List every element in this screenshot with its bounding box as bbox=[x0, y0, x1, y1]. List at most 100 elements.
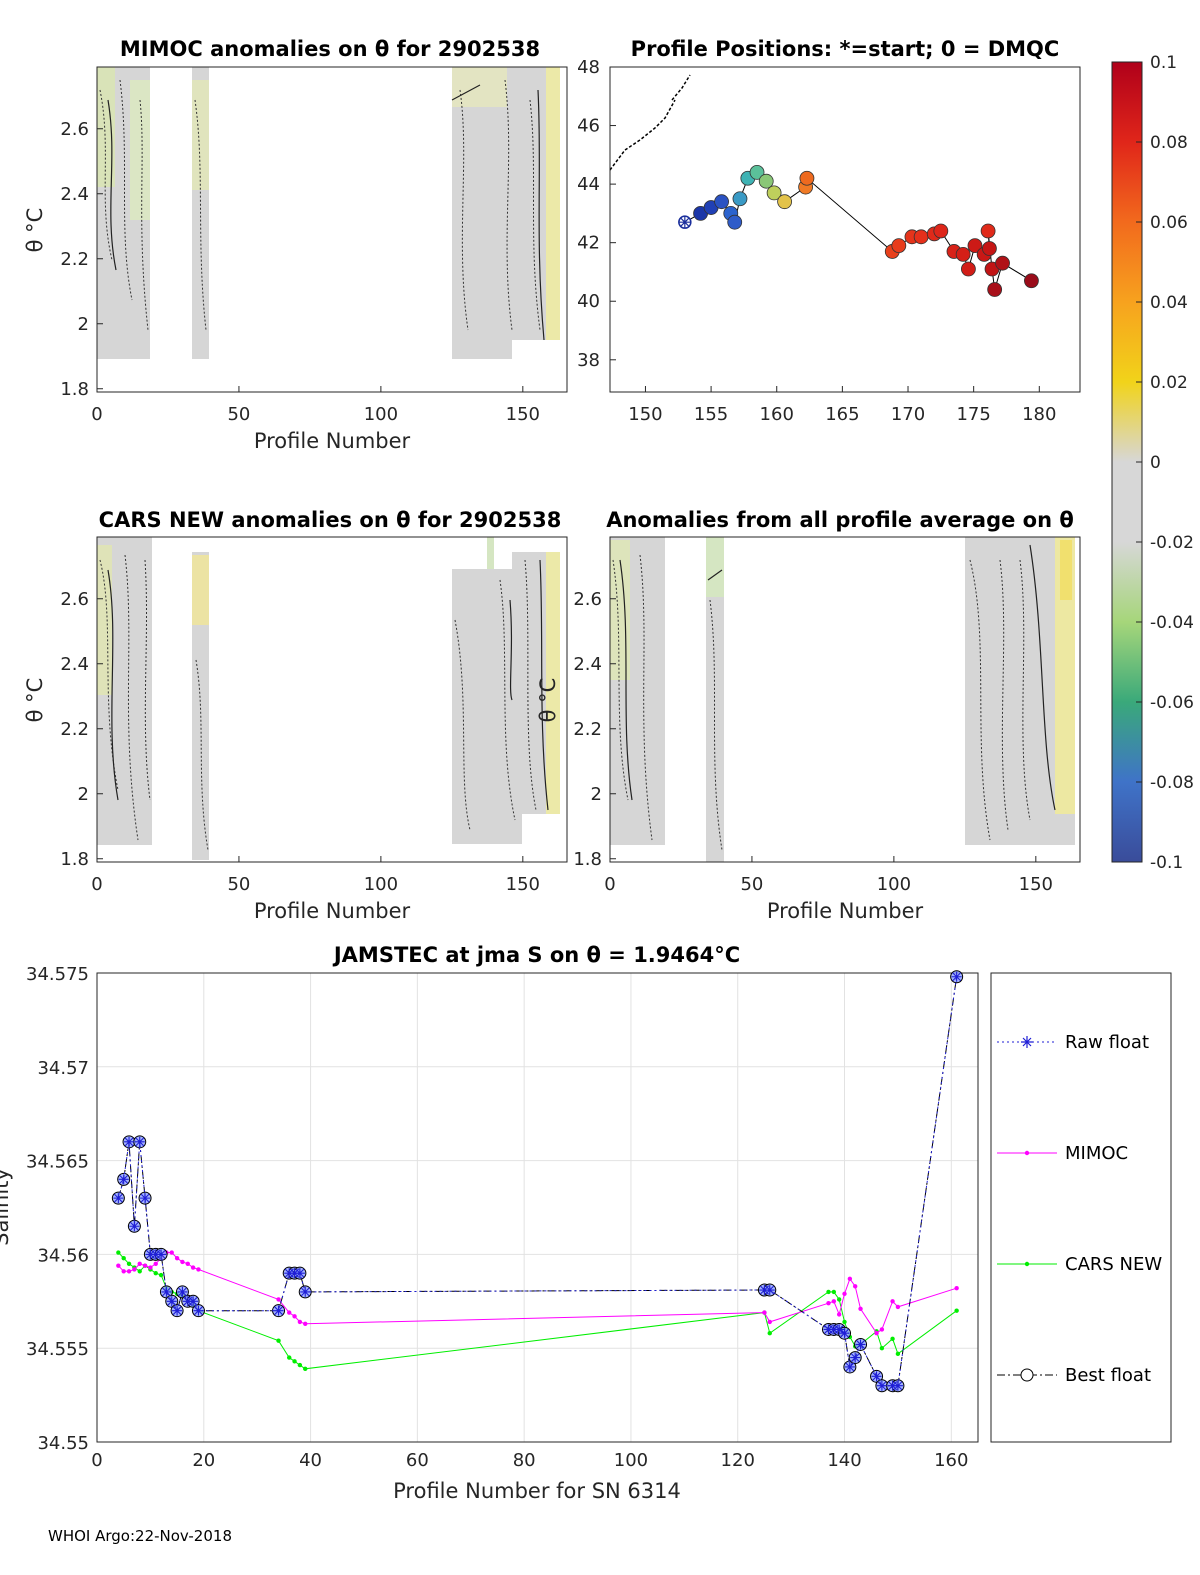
data-point bbox=[855, 1339, 866, 1350]
profile-position-marker bbox=[758, 173, 774, 189]
y-tick-label: 2.6 bbox=[573, 589, 602, 610]
y-tick-label: 42 bbox=[577, 233, 600, 254]
profile-position-marker bbox=[955, 246, 971, 262]
x-tick-label: 20 bbox=[192, 1450, 215, 1471]
data-point bbox=[879, 1346, 885, 1351]
legend-item-mimoc: MIMOC bbox=[997, 1143, 1128, 1164]
x-tick-label: 50 bbox=[227, 874, 250, 895]
profile-position-marker bbox=[933, 223, 949, 239]
x-tick-label: 100 bbox=[364, 874, 398, 895]
x-tick-label: 150 bbox=[628, 404, 662, 425]
data-point bbox=[297, 1362, 303, 1368]
y-tick-label: 34.555 bbox=[26, 1339, 89, 1360]
cars-xlabel: Profile Number bbox=[254, 899, 411, 923]
y-tick-label: 2.4 bbox=[573, 654, 602, 675]
chart-ylabel: Salinity bbox=[0, 1168, 13, 1246]
data-point bbox=[124, 1136, 135, 1147]
profile-position-marker bbox=[777, 194, 793, 210]
data-point bbox=[871, 1371, 882, 1382]
profile-position-marker bbox=[749, 165, 765, 180]
x-tick-label: 180 bbox=[1022, 404, 1056, 425]
data-point bbox=[153, 1270, 158, 1276]
y-tick-label: 2 bbox=[78, 314, 89, 335]
x-tick-label: 50 bbox=[227, 404, 250, 425]
data-point bbox=[759, 1285, 770, 1296]
data-point bbox=[145, 1249, 156, 1260]
data-point bbox=[132, 1267, 137, 1272]
legend-item-best-float: Best float bbox=[997, 1365, 1151, 1386]
y-tick-label: 46 bbox=[577, 116, 600, 137]
legend-label: CARS NEW bbox=[1065, 1254, 1162, 1275]
allprof-title: Anomalies from all profile average on θ bbox=[606, 508, 1074, 532]
y-tick-label: 48 bbox=[577, 57, 600, 78]
legend-marker bbox=[1024, 1261, 1030, 1267]
y-tick-label: 2.4 bbox=[60, 654, 89, 675]
data-point bbox=[876, 1380, 887, 1391]
data-point bbox=[116, 1263, 121, 1268]
allprof-field bbox=[610, 537, 1075, 862]
colorbar-tick-label: -0.02 bbox=[1150, 533, 1194, 553]
data-point bbox=[764, 1285, 775, 1296]
mimoc-axes: 0 50 100 150 2.6 2.4 2.2 2 1.8 bbox=[60, 119, 540, 425]
x-tick-label: 0 bbox=[604, 874, 615, 895]
x-tick-label: 0 bbox=[91, 874, 102, 895]
data-point bbox=[300, 1286, 311, 1297]
y-tick-label: 38 bbox=[577, 350, 600, 371]
data-point bbox=[892, 1380, 903, 1391]
profile-position-marker bbox=[987, 282, 1003, 297]
data-point bbox=[174, 1255, 180, 1261]
profile-position-marker bbox=[727, 214, 743, 230]
x-tick-label: 150 bbox=[506, 874, 540, 895]
legend-label: Best float bbox=[1065, 1365, 1151, 1386]
start-star bbox=[678, 216, 691, 229]
data-point bbox=[121, 1255, 126, 1261]
y-tick-label: 34.565 bbox=[26, 1152, 89, 1173]
data-point bbox=[113, 1193, 124, 1204]
data-point bbox=[879, 1327, 885, 1332]
data-point bbox=[137, 1261, 142, 1266]
data-point bbox=[895, 1304, 901, 1310]
data-point bbox=[303, 1321, 308, 1327]
data-point bbox=[276, 1297, 281, 1302]
data-point bbox=[140, 1193, 151, 1204]
positions-axes: 150 155 160 165 170 175 180 48 46 44 42 40 38 bbox=[577, 57, 1056, 425]
x-tick-label: 100 bbox=[364, 404, 398, 425]
x-tick-label: 150 bbox=[506, 404, 540, 425]
data-point bbox=[836, 1312, 842, 1317]
profile-position-marker bbox=[714, 194, 729, 210]
data-point bbox=[287, 1355, 292, 1360]
data-point bbox=[188, 1296, 199, 1307]
data-point bbox=[954, 1285, 959, 1291]
mimoc-panel: MIMOC anomalies on θ for 2902538 0 50 100 1… bbox=[23, 37, 568, 453]
data-point bbox=[890, 1336, 895, 1342]
legend-marker bbox=[1021, 1036, 1033, 1048]
data-point bbox=[142, 1263, 148, 1268]
data-point bbox=[294, 1268, 305, 1279]
y-tick-label: 2.6 bbox=[60, 589, 89, 610]
data-point bbox=[161, 1286, 172, 1297]
data-point bbox=[842, 1291, 847, 1296]
allprof-panel: Anomalies from all profile average on θ … bbox=[536, 508, 1081, 923]
data-point bbox=[276, 1338, 281, 1343]
chart-series bbox=[111, 970, 964, 1393]
profile-position-marker bbox=[1024, 273, 1039, 289]
data-point bbox=[150, 1249, 161, 1260]
colorbar-tick-label: 0.04 bbox=[1150, 293, 1188, 313]
data-point bbox=[121, 1269, 126, 1274]
footer-stamp: WHOI Argo:22-Nov-2018 bbox=[48, 1527, 232, 1545]
y-tick-label: 44 bbox=[577, 174, 600, 195]
mimoc-title: MIMOC anomalies on θ for 2902538 bbox=[120, 37, 540, 61]
profile-position-marker bbox=[995, 255, 1010, 271]
cars-axes: 0 50 100 150 2.6 2.4 2.2 2 1.8 bbox=[60, 589, 540, 895]
data-point bbox=[118, 1174, 129, 1185]
data-point bbox=[273, 1305, 284, 1316]
x-tick-label: 0 bbox=[91, 1450, 102, 1471]
chart-ticks: 0 20 40 60 80 100 120 140 160 34.575 34.57 34.565 34… bbox=[26, 964, 968, 1471]
data-point bbox=[836, 1297, 842, 1302]
legend-label: MIMOC bbox=[1065, 1143, 1128, 1164]
x-tick-label: 165 bbox=[825, 404, 859, 425]
series-line bbox=[118, 1252, 957, 1334]
x-tick-label: 155 bbox=[694, 404, 728, 425]
colorbar-tick-label: 0.1 bbox=[1150, 53, 1177, 73]
